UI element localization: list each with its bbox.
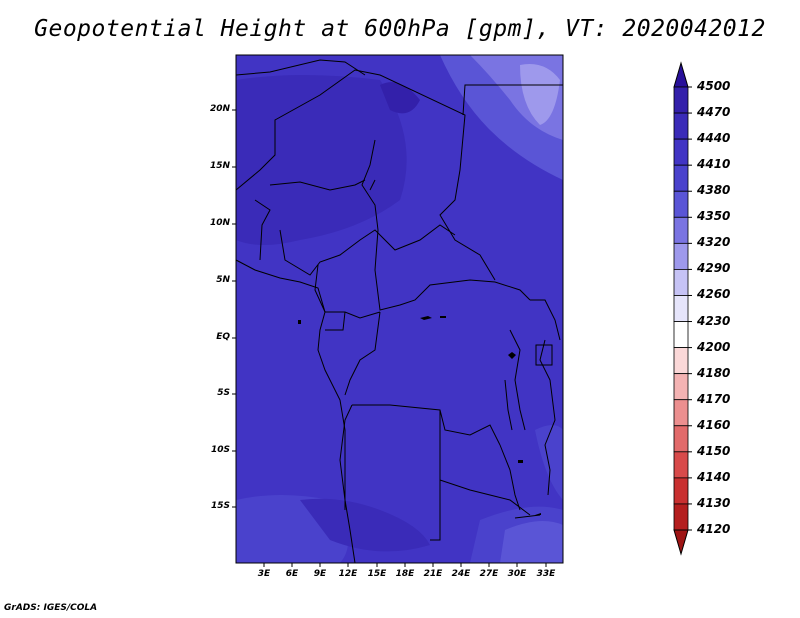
lat-label-15n: 15N	[209, 161, 230, 171]
map-frame	[235, 54, 564, 564]
lon-label-18e: 18E	[395, 569, 415, 579]
colorbar-label: 4170	[697, 391, 731, 406]
colorbar-box	[673, 216, 689, 244]
colorbar-box	[673, 112, 689, 140]
colorbar-label: 4200	[697, 339, 731, 354]
colorbar-label: 4290	[697, 261, 731, 276]
colorbar-label: 4500	[697, 79, 731, 93]
lat-label-5n: 5N	[216, 275, 230, 285]
colorbar-box	[673, 164, 689, 192]
colorbar-label: 4160	[697, 417, 731, 432]
lat-label-15s: 15S	[210, 501, 230, 511]
lakes	[298, 316, 541, 515]
colorbar-label: 4120	[697, 522, 731, 536]
colorbar-box	[673, 86, 689, 114]
lon-label-24e: 24E	[451, 569, 471, 579]
lat-label-10n: 10N	[209, 218, 230, 228]
colorbar-label: 4320	[697, 235, 731, 250]
colorbar-bottom-triangle	[673, 529, 689, 556]
colorbar-box	[673, 477, 689, 505]
colorbar-box	[673, 138, 689, 166]
lon-label-30e: 30E	[507, 569, 527, 579]
lon-label-33e: 33E	[536, 569, 556, 579]
grads-credit: GrADS: IGES/COLA	[4, 603, 98, 613]
height-field	[236, 55, 563, 563]
lon-label-27e: 27E	[479, 569, 499, 579]
lat-ticks	[232, 109, 236, 508]
lat-label-5s: 5S	[217, 388, 230, 398]
colorbar-label: 4440	[697, 131, 731, 146]
colorbar-label: 4380	[697, 183, 731, 198]
colorbar	[673, 61, 692, 556]
colorbar-box	[673, 373, 689, 401]
colorbar-label: 4180	[697, 365, 731, 380]
colorbar-label: 4260	[697, 287, 731, 302]
lat-label-20n: 20N	[209, 104, 230, 114]
colorbar-label: 4410	[697, 157, 731, 172]
colorbar-box	[673, 190, 689, 218]
colorbar-box	[673, 347, 689, 375]
colorbar-label: 4470	[697, 105, 731, 120]
colorbar-box	[673, 321, 689, 348]
lon-label-9e: 9E	[313, 569, 327, 579]
colorbar-box	[673, 425, 689, 453]
lon-label-21e: 21E	[423, 569, 443, 579]
colorbar-label: 4230	[697, 313, 731, 328]
colorbar-box	[673, 269, 689, 296]
colorbar-box	[673, 399, 689, 427]
lon-label-3e: 3E	[257, 569, 271, 579]
lon-label-12e: 12E	[338, 569, 358, 579]
map-title: Geopotential Height at 600hPa [gpm], VT:…	[34, 16, 766, 42]
colorbar-label: 4140	[697, 469, 731, 484]
colorbar-top-triangle	[673, 61, 689, 88]
colorbar-box	[673, 295, 689, 322]
lat-label-10s: 10S	[210, 445, 230, 455]
colorbar-box	[673, 451, 689, 479]
country-borders	[236, 59, 563, 563]
lon-label-15e: 15E	[367, 569, 387, 579]
colorbar-box	[673, 503, 689, 531]
lon-ticks	[263, 563, 547, 567]
colorbar-label: 4130	[697, 495, 731, 510]
lon-label-6e: 6E	[285, 569, 299, 579]
colorbar-box	[673, 242, 689, 270]
colorbar-label: 4350	[697, 209, 731, 224]
lat-label-eq: EQ	[216, 332, 230, 342]
colorbar-label: 4150	[697, 443, 731, 458]
